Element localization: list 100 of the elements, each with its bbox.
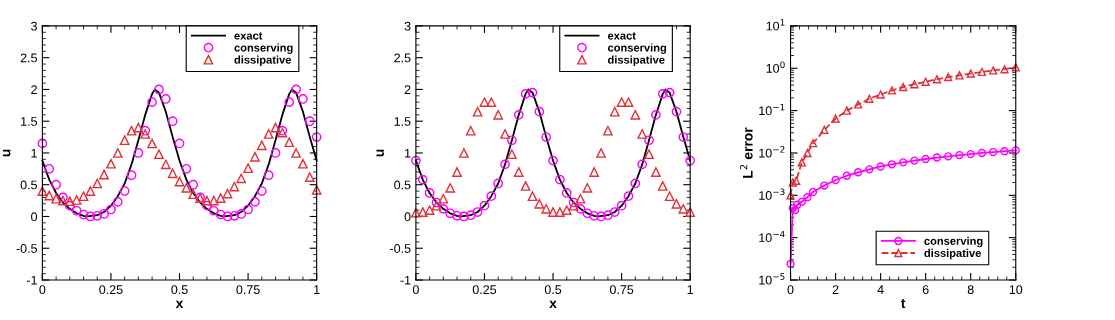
point — [865, 94, 874, 103]
point — [411, 207, 421, 218]
point — [147, 97, 157, 108]
point — [609, 207, 620, 217]
point — [603, 210, 613, 221]
x-tick-label: 4 — [877, 285, 884, 294]
point — [1011, 146, 1020, 155]
y-tick-label: 10$^{1}$ — [766, 19, 785, 31]
point — [106, 158, 116, 169]
point — [181, 183, 192, 193]
y-tick-label: 0.5 — [20, 180, 37, 190]
point — [651, 167, 661, 177]
point — [493, 178, 504, 189]
x-tick-label: 0.5 — [544, 285, 562, 295]
point — [92, 210, 103, 221]
y-tick-label: 2.5 — [20, 53, 37, 63]
y-tick-label: 10$^{−4}$ — [759, 230, 785, 243]
point — [188, 189, 199, 200]
point — [154, 84, 164, 95]
point — [651, 109, 661, 120]
point — [229, 210, 240, 221]
point — [791, 176, 801, 185]
point — [459, 211, 469, 222]
point — [561, 188, 572, 198]
point — [657, 89, 668, 99]
point — [561, 205, 572, 215]
y-tick-label: 1 — [405, 148, 411, 158]
point — [671, 198, 682, 209]
point — [256, 140, 267, 151]
point — [119, 186, 130, 196]
point — [803, 148, 812, 158]
point — [215, 193, 226, 203]
legend-label: conserving — [924, 236, 983, 248]
point — [486, 97, 497, 108]
y-tick-label: 1.5 — [21, 117, 37, 126]
point — [424, 188, 435, 198]
point — [865, 165, 874, 174]
point — [167, 168, 178, 179]
point — [479, 200, 490, 211]
point — [685, 155, 696, 166]
point — [486, 191, 497, 202]
y-tick-label: 0 — [31, 212, 38, 222]
y-tick-label: -0.5 — [390, 244, 411, 253]
point — [630, 109, 641, 120]
y-tick-label: 1.5 — [394, 117, 411, 126]
point — [887, 160, 897, 169]
point — [977, 67, 987, 77]
point — [616, 200, 627, 211]
point — [527, 191, 538, 202]
point — [944, 152, 953, 161]
point — [208, 195, 219, 206]
point — [966, 69, 975, 78]
point — [78, 209, 89, 220]
point — [786, 191, 795, 200]
point — [555, 207, 565, 217]
point — [154, 149, 164, 160]
point — [513, 167, 524, 177]
point — [44, 163, 55, 174]
point — [133, 148, 144, 158]
y-tick-label: 2.5 — [394, 53, 411, 63]
point — [298, 94, 308, 104]
point — [513, 109, 524, 120]
point — [831, 114, 840, 123]
y-tick-label: 3 — [31, 21, 37, 31]
point — [989, 147, 998, 157]
x-tick-label: 0 — [787, 285, 794, 295]
point — [417, 174, 428, 185]
point — [644, 135, 654, 146]
y-axis-title: u — [376, 149, 384, 157]
y-tick-label: -1 — [26, 275, 37, 285]
point — [582, 208, 593, 219]
point — [788, 178, 797, 187]
point — [174, 176, 185, 187]
point — [493, 109, 504, 120]
point — [876, 162, 885, 171]
point — [534, 106, 545, 117]
point — [664, 87, 675, 98]
point — [284, 97, 295, 108]
point — [657, 181, 668, 191]
point — [243, 204, 253, 215]
point — [417, 207, 428, 217]
point — [459, 148, 469, 158]
point — [808, 187, 818, 197]
x-tick-label: 0.5 — [171, 285, 188, 295]
point — [853, 168, 863, 177]
point — [921, 77, 930, 86]
point — [37, 186, 48, 196]
point — [411, 155, 421, 166]
point — [842, 106, 852, 115]
point — [424, 205, 435, 215]
point — [1000, 65, 1009, 74]
point — [790, 205, 800, 215]
point — [1000, 147, 1009, 156]
point — [71, 205, 82, 216]
point — [910, 80, 919, 89]
x-axis-title: t — [901, 298, 906, 309]
point — [808, 139, 818, 148]
point — [236, 173, 247, 184]
point — [788, 203, 797, 213]
point — [603, 125, 613, 136]
